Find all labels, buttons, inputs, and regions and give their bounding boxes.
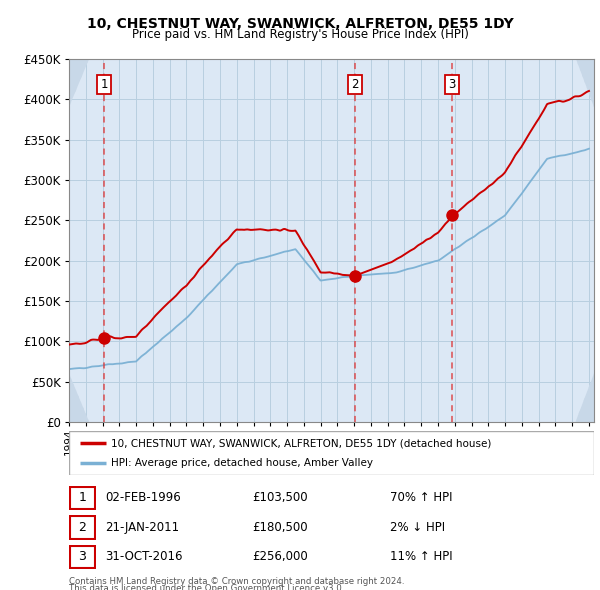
Text: 1: 1 [100, 78, 108, 91]
Text: 3: 3 [79, 550, 86, 563]
Text: £256,000: £256,000 [252, 550, 308, 563]
Text: 02-FEB-1996: 02-FEB-1996 [105, 491, 181, 504]
Text: 2: 2 [352, 78, 359, 91]
Text: 10, CHESTNUT WAY, SWANWICK, ALFRETON, DE55 1DY: 10, CHESTNUT WAY, SWANWICK, ALFRETON, DE… [86, 17, 514, 31]
Text: 2% ↓ HPI: 2% ↓ HPI [390, 521, 445, 534]
Text: Contains HM Land Registry data © Crown copyright and database right 2024.: Contains HM Land Registry data © Crown c… [69, 577, 404, 586]
Polygon shape [69, 373, 89, 422]
Text: 11% ↑ HPI: 11% ↑ HPI [390, 550, 452, 563]
Polygon shape [575, 373, 594, 422]
Text: This data is licensed under the Open Government Licence v3.0.: This data is licensed under the Open Gov… [69, 584, 344, 590]
Text: 2: 2 [79, 521, 86, 534]
Text: HPI: Average price, detached house, Amber Valley: HPI: Average price, detached house, Ambe… [111, 458, 373, 467]
FancyBboxPatch shape [70, 546, 95, 568]
FancyBboxPatch shape [70, 516, 95, 539]
Text: 10, CHESTNUT WAY, SWANWICK, ALFRETON, DE55 1DY (detached house): 10, CHESTNUT WAY, SWANWICK, ALFRETON, DE… [111, 438, 491, 448]
Polygon shape [69, 59, 89, 107]
Text: £180,500: £180,500 [252, 521, 308, 534]
Text: 70% ↑ HPI: 70% ↑ HPI [390, 491, 452, 504]
FancyBboxPatch shape [70, 487, 95, 509]
Text: 3: 3 [448, 78, 456, 91]
Text: 1: 1 [79, 491, 86, 504]
Text: 31-OCT-2016: 31-OCT-2016 [105, 550, 182, 563]
Polygon shape [575, 59, 594, 107]
Text: £103,500: £103,500 [252, 491, 308, 504]
Text: 21-JAN-2011: 21-JAN-2011 [105, 521, 179, 534]
FancyBboxPatch shape [69, 431, 594, 475]
Text: Price paid vs. HM Land Registry's House Price Index (HPI): Price paid vs. HM Land Registry's House … [131, 28, 469, 41]
